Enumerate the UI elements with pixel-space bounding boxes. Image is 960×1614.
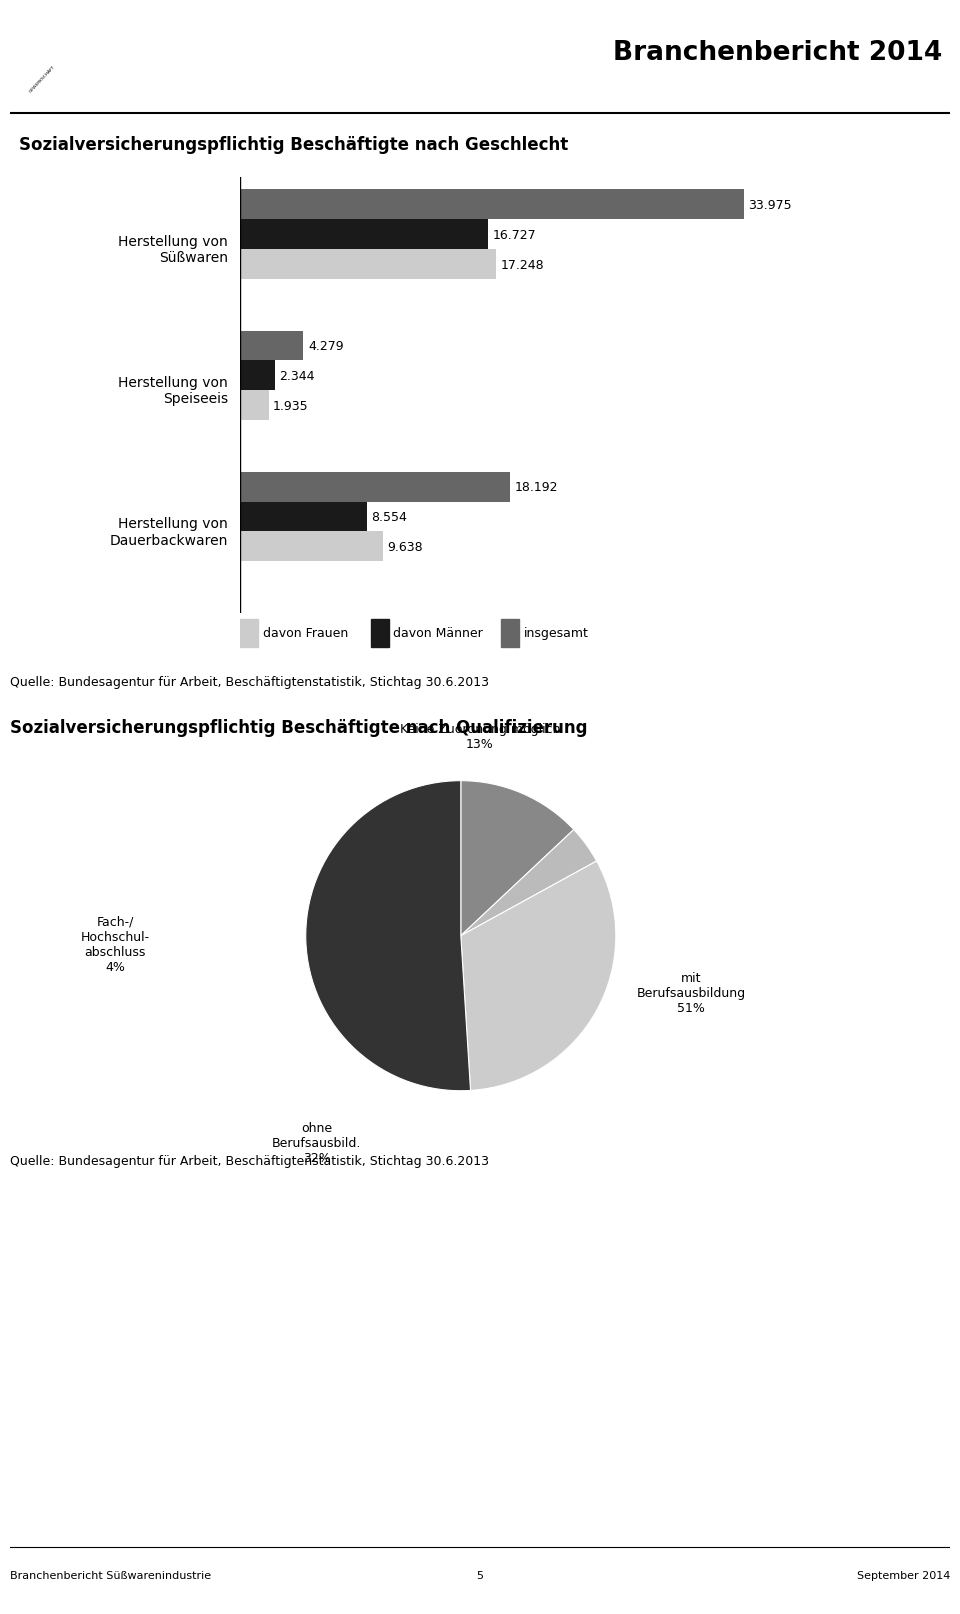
Bar xyxy=(240,331,303,362)
Text: Quelle: Bundesagentur für Arbeit, Beschäftigtenstatistik, Stichtag 30.6.2013: Quelle: Bundesagentur für Arbeit, Beschä… xyxy=(10,675,489,689)
Wedge shape xyxy=(461,862,616,1091)
Text: GEWERKSCHAFT: GEWERKSCHAFT xyxy=(29,65,57,94)
Text: 4.279: 4.279 xyxy=(308,341,344,353)
Text: September 2014: September 2014 xyxy=(857,1570,950,1580)
Bar xyxy=(240,190,744,220)
Text: 2.344: 2.344 xyxy=(279,370,315,383)
Text: Herstellung von
Speiseeis: Herstellung von Speiseeis xyxy=(118,376,228,407)
Text: Sozialversicherungspflichtig Beschäftigte nach Geschlecht: Sozialversicherungspflichtig Beschäftigt… xyxy=(19,136,568,155)
Text: Herstellung von
Dauerbackwaren: Herstellung von Dauerbackwaren xyxy=(109,516,228,547)
Bar xyxy=(240,250,496,281)
Text: Fach-/
Hochschul-
abschluss
4%: Fach-/ Hochschul- abschluss 4% xyxy=(81,915,150,973)
Bar xyxy=(501,620,519,647)
Text: Sozialversicherungspflichtig Beschäftigte nach Qualifizierung: Sozialversicherungspflichtig Beschäftigt… xyxy=(10,718,588,738)
Wedge shape xyxy=(306,781,470,1091)
Text: 33.975: 33.975 xyxy=(749,199,792,211)
Polygon shape xyxy=(48,53,96,105)
Text: NGG: NGG xyxy=(29,27,77,47)
Bar xyxy=(240,473,510,502)
Wedge shape xyxy=(461,830,597,936)
Text: davon Männer: davon Männer xyxy=(394,626,483,641)
Text: Quelle: Bundesagentur für Arbeit, Beschäftigtenstatistik, Stichtag 30.6.2013: Quelle: Bundesagentur für Arbeit, Beschä… xyxy=(10,1154,489,1169)
Text: Branchenbericht 2014: Branchenbericht 2014 xyxy=(612,40,942,66)
Text: 16.727: 16.727 xyxy=(492,229,537,242)
Text: davon Frauen: davon Frauen xyxy=(263,626,348,641)
Text: 8.554: 8.554 xyxy=(372,510,407,523)
Text: 5: 5 xyxy=(476,1570,484,1580)
Bar xyxy=(240,533,383,562)
Text: Herstellung von
Süßwaren: Herstellung von Süßwaren xyxy=(118,236,228,265)
Bar xyxy=(240,620,258,647)
Wedge shape xyxy=(461,781,574,936)
Text: ohne
Berufsausbild.
32%: ohne Berufsausbild. 32% xyxy=(272,1122,362,1165)
Bar xyxy=(240,502,367,533)
Text: insgesamt: insgesamt xyxy=(524,626,588,641)
Text: 18.192: 18.192 xyxy=(515,481,558,494)
Text: Branchenbericht Süßwarenindustrie: Branchenbericht Süßwarenindustrie xyxy=(10,1570,211,1580)
Text: 17.248: 17.248 xyxy=(500,258,544,271)
Text: mit
Berufsausbildung
51%: mit Berufsausbildung 51% xyxy=(636,972,746,1014)
Bar xyxy=(240,391,269,421)
Bar xyxy=(240,220,489,250)
Bar xyxy=(371,620,389,647)
Text: 9.638: 9.638 xyxy=(388,541,423,554)
Text: Keine Zuordnung möglich
13%: Keine Zuordnung möglich 13% xyxy=(399,723,561,751)
Bar xyxy=(240,362,275,391)
Text: 1.935: 1.935 xyxy=(274,400,309,413)
